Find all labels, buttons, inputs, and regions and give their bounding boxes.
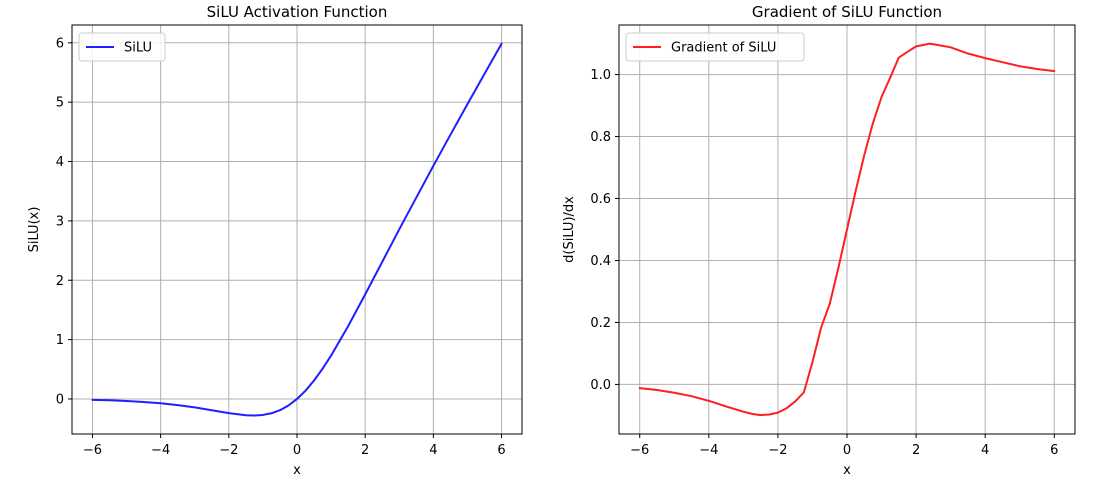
silu-x-axis-label: x	[293, 463, 301, 478]
gradient-legend: Gradient of SiLU	[625, 32, 805, 62]
gradient-legend-label-0: Gradient of SiLU	[671, 41, 776, 56]
gradient-y-axis-label: d(SiLU)/dx	[562, 196, 577, 263]
gradient-x-tick-label-3: 0	[843, 443, 851, 458]
gradient-x-tick-label-2: −2	[768, 443, 787, 458]
gradient-x-tick-label-1: −4	[699, 443, 718, 458]
gradient-chart-panel: −6 −4 −2 0 2 4 6 0.0 0.2 0.4 0.6 0.8 1.0 Gradient of …	[562, 3, 1076, 478]
silu-y-tick-label-3: 3	[56, 214, 64, 229]
silu-x-tick-label-6: 6	[497, 443, 505, 458]
silu-x-tick-label-4: 2	[361, 443, 369, 458]
gradient-x-tick-label-6: 6	[1050, 443, 1058, 458]
gradient-y-tick-label-4: 0.8	[590, 130, 611, 145]
gradient-x-axis-label: x	[843, 463, 851, 478]
silu-x-tick-label-1: −4	[151, 443, 170, 458]
silu-x-tick-label-3: 0	[293, 443, 301, 458]
gradient-x-tick-label-5: 4	[981, 443, 989, 458]
gradient-y-tick-label-3: 0.6	[590, 192, 611, 207]
gradient-series-group	[638, 42, 1056, 417]
silu-series-group	[91, 42, 503, 417]
silu-series-line-0	[91, 42, 503, 417]
gradient-x-tick-label-0: −6	[630, 443, 649, 458]
silu-x-tick-label-0: −6	[83, 443, 102, 458]
silu-y-tick-label-5: 5	[56, 96, 64, 111]
gradient-y-tick-label-1: 0.2	[590, 316, 611, 331]
silu-y-tick-label-1: 1	[56, 333, 64, 348]
silu-chart-panel: −6 −4 −2 0 2 4 6 0 1 2 3 4 5 6 SiLU Activation Functio…	[27, 3, 523, 478]
gradient-legend-box	[625, 32, 805, 62]
silu-y-tick-label-0: 0	[56, 392, 64, 407]
gradient-y-tick-label-2: 0.4	[590, 254, 611, 269]
silu-x-tick-label-2: −2	[219, 443, 238, 458]
silu-x-tick-label-5: 4	[429, 443, 437, 458]
gradient-series-line-0	[638, 42, 1056, 417]
silu-legend-label-0: SiLU	[124, 41, 152, 56]
silu-chart-title: SiLU Activation Function	[207, 3, 388, 21]
gradient-x-tick-label-4: 2	[912, 443, 920, 458]
gradient-y-tick-label-0: 0.0	[590, 378, 611, 393]
gradient-y-tick-label-5: 1.0	[590, 68, 611, 83]
silu-y-axis-label: SiLU(x)	[27, 207, 42, 253]
silu-y-tick-label-2: 2	[56, 274, 64, 289]
gradient-chart-title: Gradient of SiLU Function	[752, 3, 942, 21]
silu-legend: SiLU	[78, 32, 166, 62]
silu-y-tick-label-4: 4	[56, 155, 64, 170]
silu-y-tick-label-6: 6	[56, 36, 64, 51]
silu-legend-box	[78, 32, 166, 62]
